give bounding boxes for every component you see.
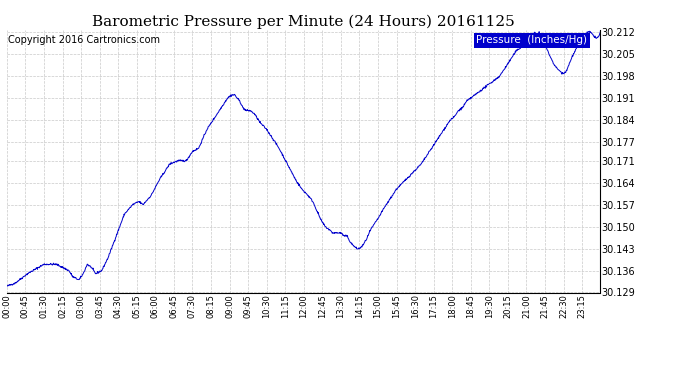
Title: Barometric Pressure per Minute (24 Hours) 20161125: Barometric Pressure per Minute (24 Hours… <box>92 15 515 29</box>
Text: Pressure  (Inches/Hg): Pressure (Inches/Hg) <box>476 35 587 45</box>
Text: Copyright 2016 Cartronics.com: Copyright 2016 Cartronics.com <box>8 35 160 45</box>
